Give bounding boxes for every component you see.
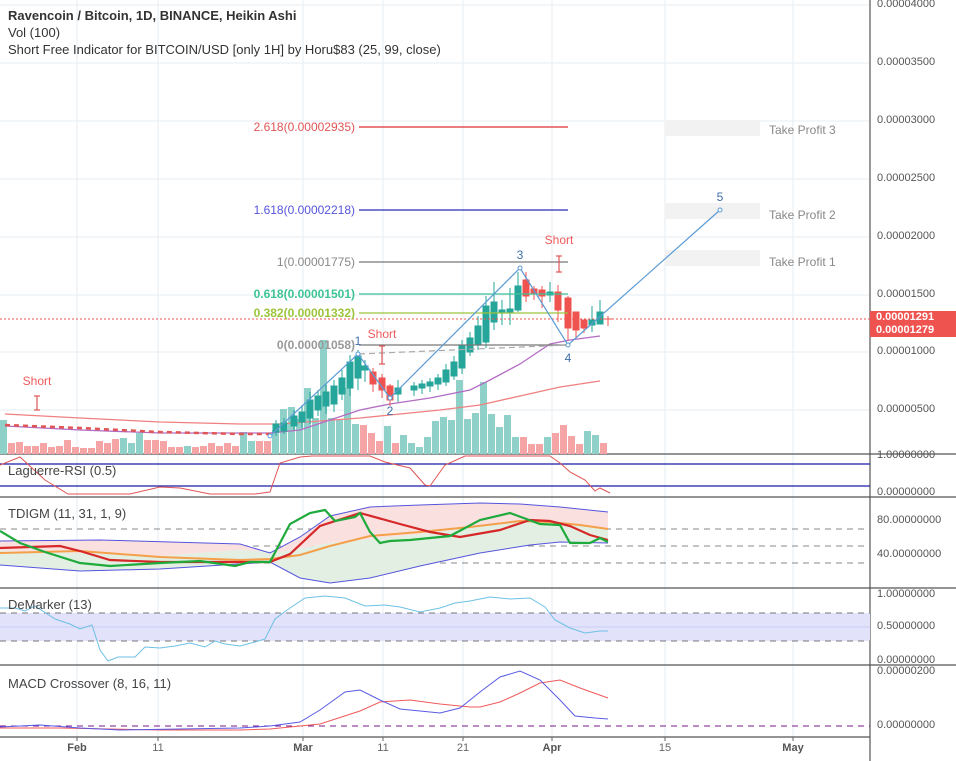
demarker-tick: 0.50000000 — [877, 620, 936, 632]
short-arrows — [34, 255, 562, 411]
ma-purple — [4, 335, 601, 434]
fib-label-1618: 1.618(0.00002218) — [253, 203, 355, 217]
tdigm-tick: 80.00000000 — [877, 514, 942, 526]
indicator-legend[interactable]: Short Free Indicator for BITCOIN/USD [on… — [8, 42, 441, 57]
short-indicator-dots — [4, 423, 272, 436]
time-label: Apr — [542, 742, 562, 754]
chart-title: Ravencoin / Bitcoin, 1D, BINANCE, Heikin… — [8, 8, 297, 23]
fib-label-0382: 0.382(0.00001332) — [253, 306, 355, 320]
price-tick: 0.00003000 — [877, 114, 936, 126]
price-tick: 0.00003500 — [877, 56, 936, 68]
laguerre-label[interactable]: Laguerre-RSI (0.5) — [8, 463, 117, 478]
short-signal-label: Short — [544, 233, 574, 247]
time-label: 11 — [377, 742, 389, 754]
time-label: Mar — [293, 742, 313, 754]
wave-label-4: 4 — [564, 351, 572, 365]
fib-label-0: 0(0.00001058) — [276, 338, 355, 352]
laguerre-tick: 1.00000000 — [877, 449, 936, 461]
candles — [272, 272, 613, 436]
macd-label[interactable]: MACD Crossover (8, 16, 11) — [8, 676, 172, 691]
demarker-tick: 0.00000000 — [877, 654, 936, 666]
time-label: May — [782, 742, 804, 754]
price-tick: 0.00001000 — [877, 345, 936, 357]
fib-label-2618: 2.618(0.00002935) — [253, 120, 355, 134]
laguerre-tick: 0.00000000 — [877, 486, 936, 498]
price-tick: 0.00004000 — [877, 0, 936, 10]
demarker-tick: 1.00000000 — [877, 588, 936, 600]
price-tick: 0.00002500 — [877, 172, 936, 184]
fib-label-0618: 0.618(0.00001501) — [253, 287, 355, 301]
time-label: 11 — [152, 742, 164, 754]
fibonacci-levels — [358, 126, 569, 355]
demarker-label[interactable]: DeMarker (13) — [8, 597, 92, 612]
tdigm-pane — [0, 502, 870, 584]
price-tick: 0.00002000 — [877, 230, 936, 242]
short-signal-label: Short — [367, 327, 397, 341]
vol-legend[interactable]: Vol (100) — [8, 25, 61, 40]
macd-pane — [0, 670, 870, 731]
tdigm-label[interactable]: TDIGM (11, 31, 1, 9) — [8, 506, 127, 521]
take-profit-1: Take Profit 1 — [769, 255, 836, 269]
wave-label-1: 1 — [354, 334, 362, 348]
volume-bars — [0, 340, 607, 454]
last-price-tag: 0.00001291 — [870, 311, 956, 324]
take-profit-2: Take Profit 2 — [769, 208, 836, 222]
price-tick: 0.00001500 — [877, 288, 936, 300]
fib-label-1: 1(0.00001775) — [276, 255, 355, 269]
tdigm-tick: 40.00000000 — [877, 548, 942, 560]
wave-label-5: 5 — [716, 190, 724, 204]
laguerre-pane — [0, 455, 870, 495]
time-label: 15 — [658, 742, 672, 754]
time-label: Feb — [67, 742, 87, 754]
macd-tick: 0.00000200 — [877, 665, 936, 677]
price-tick: 0.00000500 — [877, 403, 936, 415]
short-signal-label: Short — [22, 374, 52, 388]
wave-label-3: 3 — [516, 248, 524, 262]
second-price-tag: 0.00001279 — [870, 324, 956, 337]
elliott-wave-path — [269, 209, 721, 437]
macd-tick: 0.00000000 — [877, 719, 936, 731]
take-profit-3: Take Profit 3 — [769, 123, 836, 137]
ma-red-long — [4, 380, 601, 425]
take-profit-zones — [665, 120, 760, 266]
demarker-pane — [0, 595, 870, 662]
wave-label-2: 2 — [386, 404, 394, 418]
time-label: 21 — [456, 742, 470, 754]
